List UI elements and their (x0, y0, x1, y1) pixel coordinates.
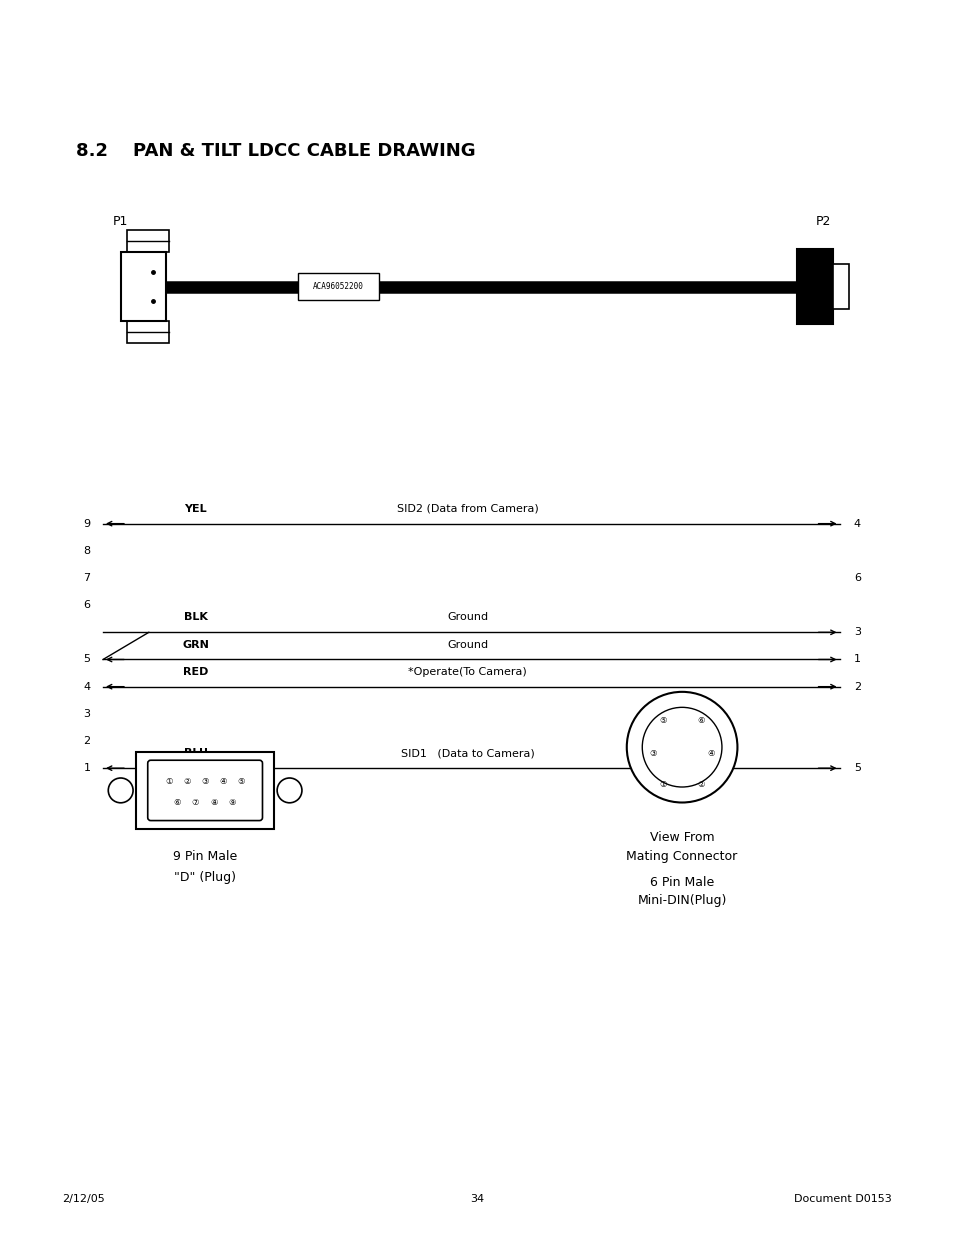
FancyBboxPatch shape (148, 761, 262, 820)
Text: ⑨: ⑨ (228, 798, 235, 808)
Bar (127, 230, 169, 252)
Text: ②: ② (183, 777, 191, 787)
Text: P1: P1 (112, 215, 128, 228)
Text: ①: ① (165, 777, 172, 787)
Text: 2: 2 (853, 682, 860, 692)
Text: "D" (Plug): "D" (Plug) (174, 871, 235, 884)
Bar (121, 252, 166, 321)
Bar (127, 321, 169, 343)
Text: ⑦: ⑦ (192, 798, 199, 808)
Circle shape (641, 708, 721, 787)
Text: ⑥: ⑥ (697, 715, 704, 725)
Text: ⑧: ⑧ (210, 798, 217, 808)
Text: 9: 9 (84, 519, 91, 529)
Text: RED: RED (183, 667, 208, 677)
Bar (832, 264, 848, 309)
Text: 8: 8 (84, 546, 91, 556)
Circle shape (626, 692, 737, 803)
Text: ①: ① (659, 779, 666, 789)
Text: 5: 5 (853, 763, 860, 773)
Text: ④: ④ (706, 748, 714, 758)
Text: ACA96052200: ACA96052200 (313, 282, 364, 291)
Text: 4: 4 (84, 682, 91, 692)
Text: SID1   (Data to Camera): SID1 (Data to Camera) (400, 748, 534, 758)
Text: View From: View From (649, 831, 714, 845)
Circle shape (276, 778, 301, 803)
Text: 8.2    PAN & TILT LDCC CABLE DRAWING: 8.2 PAN & TILT LDCC CABLE DRAWING (76, 142, 476, 161)
Circle shape (108, 778, 132, 803)
Text: 3: 3 (84, 709, 91, 719)
Text: ④: ④ (219, 777, 227, 787)
Text: Document D0153: Document D0153 (794, 1194, 891, 1204)
Text: ③: ③ (649, 748, 657, 758)
Text: Mating Connector: Mating Connector (626, 850, 737, 863)
Text: 2/12/05: 2/12/05 (62, 1194, 105, 1204)
Text: ②: ② (697, 779, 704, 789)
Bar (135, 752, 274, 829)
Text: ③: ③ (201, 777, 209, 787)
Text: BLU: BLU (183, 748, 208, 758)
Text: Ground: Ground (446, 640, 488, 650)
Text: 5: 5 (84, 655, 91, 664)
Text: 6: 6 (853, 573, 860, 583)
Text: SID2 (Data from Camera): SID2 (Data from Camera) (396, 504, 537, 514)
Text: *Operate(To Camera): *Operate(To Camera) (408, 667, 526, 677)
Text: 1: 1 (853, 655, 860, 664)
Text: P2: P2 (815, 215, 830, 228)
Text: ⑤: ⑤ (237, 777, 245, 787)
Text: ⑤: ⑤ (659, 715, 666, 725)
Text: YEL: YEL (184, 504, 207, 514)
Bar (297, 273, 378, 300)
Text: 2: 2 (84, 736, 91, 746)
Text: Mini-DIN(Plug): Mini-DIN(Plug) (637, 894, 726, 908)
Text: 3: 3 (853, 627, 860, 637)
Text: 4: 4 (853, 519, 860, 529)
Text: 6 Pin Male: 6 Pin Male (649, 876, 714, 889)
Bar (796, 249, 832, 324)
Text: 1: 1 (84, 763, 91, 773)
Text: Ground: Ground (446, 613, 488, 622)
Text: GRN: GRN (182, 640, 209, 650)
Text: ⑥: ⑥ (173, 798, 181, 808)
Text: 9 Pin Male: 9 Pin Male (172, 850, 237, 863)
Text: 34: 34 (470, 1194, 483, 1204)
Text: 6: 6 (84, 600, 91, 610)
Text: 7: 7 (84, 573, 91, 583)
Text: BLK: BLK (183, 613, 208, 622)
